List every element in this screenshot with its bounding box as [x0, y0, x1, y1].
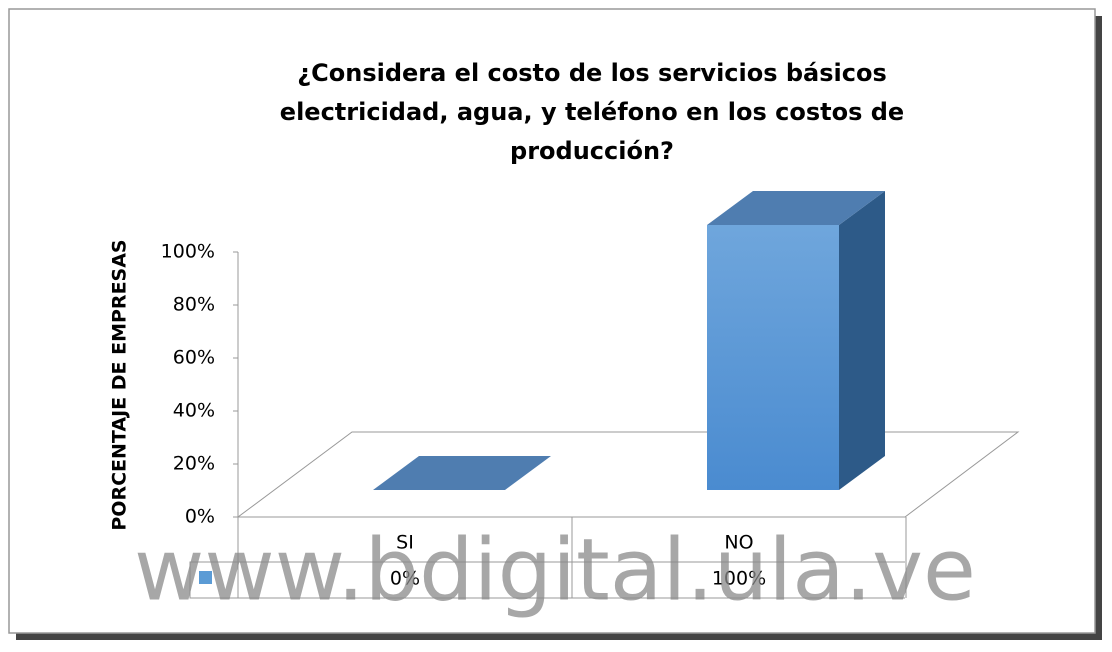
data-table-value: 0% [390, 568, 420, 590]
bar-top [707, 191, 885, 225]
y-tick-label: 100% [161, 241, 215, 263]
legend-key [199, 571, 212, 584]
bar [373, 456, 551, 490]
chart-title: ¿Considera el costo de los servicios bás… [279, 59, 905, 165]
frame [8, 8, 1096, 634]
y-axis-label: PORCENTAJE DE EMPRESAS [109, 239, 131, 530]
floor [236, 431, 1020, 518]
y-tick-label: 80% [173, 294, 215, 316]
watermark: www.bdigital.ula.ve [134, 520, 976, 620]
bar-side [839, 191, 885, 490]
y-tick-label: 0% [185, 506, 215, 528]
data-table-value: 100% [712, 568, 766, 590]
x-tick-label: SI [396, 532, 414, 554]
bar-front [707, 225, 839, 490]
bar-top [373, 456, 551, 490]
x-tick-label: NO [724, 532, 753, 554]
y-tick-label: 60% [173, 347, 215, 369]
y-tick-label: 40% [173, 400, 215, 422]
y-tick-label: 20% [173, 453, 215, 475]
bar [707, 191, 885, 490]
